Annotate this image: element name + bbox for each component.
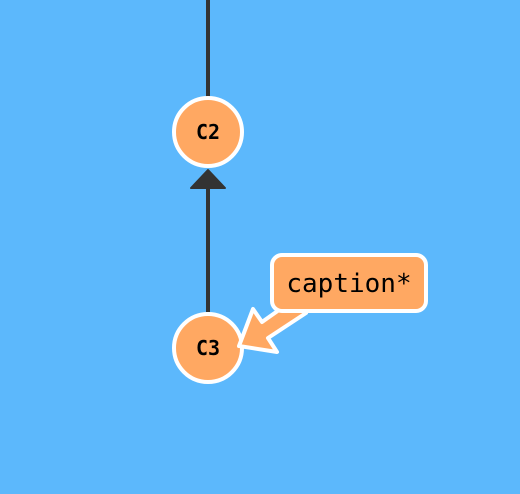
branch-label-text: caption* bbox=[286, 269, 411, 299]
commit-c3[interactable]: C3 bbox=[174, 314, 242, 382]
commit-c3-label: C3 bbox=[196, 336, 220, 360]
commit-c2-label: C2 bbox=[196, 120, 220, 144]
edge-arrowhead-icon bbox=[191, 170, 225, 188]
branch-caption[interactable]: caption* bbox=[272, 255, 426, 311]
commit-c2[interactable]: C2 bbox=[174, 98, 242, 166]
